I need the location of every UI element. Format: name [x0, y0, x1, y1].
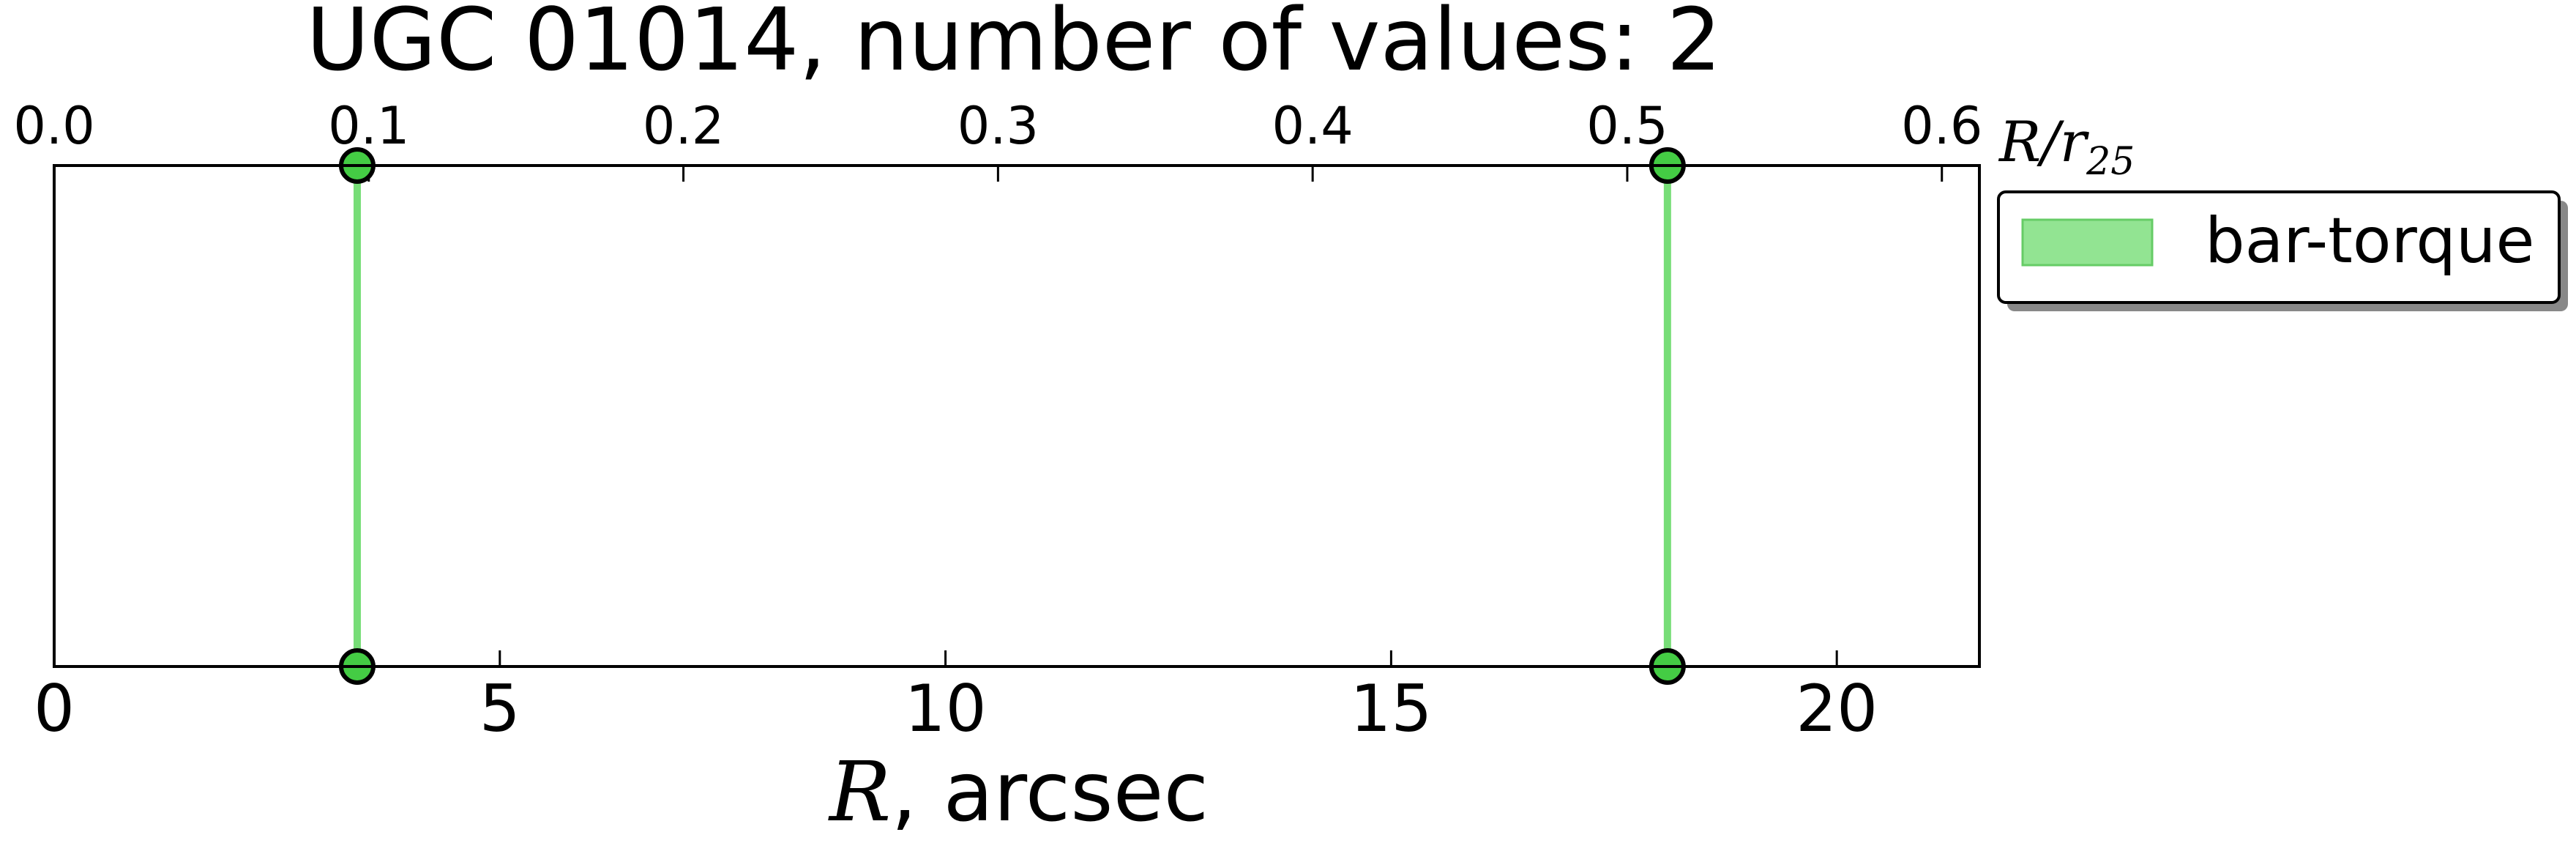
top-axis-tick-labels: 0.0 0.1 0.2 0.3 0.4 0.5 0.6 [13, 96, 1982, 156]
x-axis-ticks [53, 650, 1838, 667]
x-tick-label: 10 [905, 671, 987, 746]
top-tick-label: 0.3 [957, 96, 1039, 156]
top-tick-label: 0.0 [13, 96, 94, 156]
legend-label-bar-torque: bar-torque [2205, 204, 2534, 278]
top-tick-label: 0.1 [328, 96, 409, 156]
top-tick-label: 0.4 [1272, 96, 1353, 156]
top-tick-label: 0.2 [643, 96, 724, 156]
x-axis-label: R, arcsec [828, 745, 1209, 840]
legend: bar-torque [1997, 190, 2568, 311]
plot-area-frame [53, 164, 1981, 668]
top-axis-label-var: R/r [1998, 109, 2090, 174]
chart-title: UGC 01014, number of values: 2 [306, 0, 1722, 90]
x-tick-label: 20 [1796, 671, 1878, 746]
x-axis-tick-labels: 0 5 10 15 20 [34, 671, 1878, 746]
legend-swatch-bar-torque [2021, 218, 2154, 267]
x-tick-label: 15 [1350, 671, 1432, 746]
top-axis-label-sub: 25 [2086, 140, 2135, 184]
x-tick-label: 5 [479, 671, 520, 746]
x-axis-label-rest: , arcsec [891, 745, 1209, 840]
series-layer [338, 147, 1686, 685]
x-tick-label: 0 [34, 671, 75, 746]
x-axis-label-var: R [828, 745, 891, 840]
top-tick-label: 0.5 [1586, 96, 1668, 156]
top-tick-label: 0.6 [1901, 96, 1982, 156]
top-axis-label: R/r25 [1998, 109, 2135, 184]
